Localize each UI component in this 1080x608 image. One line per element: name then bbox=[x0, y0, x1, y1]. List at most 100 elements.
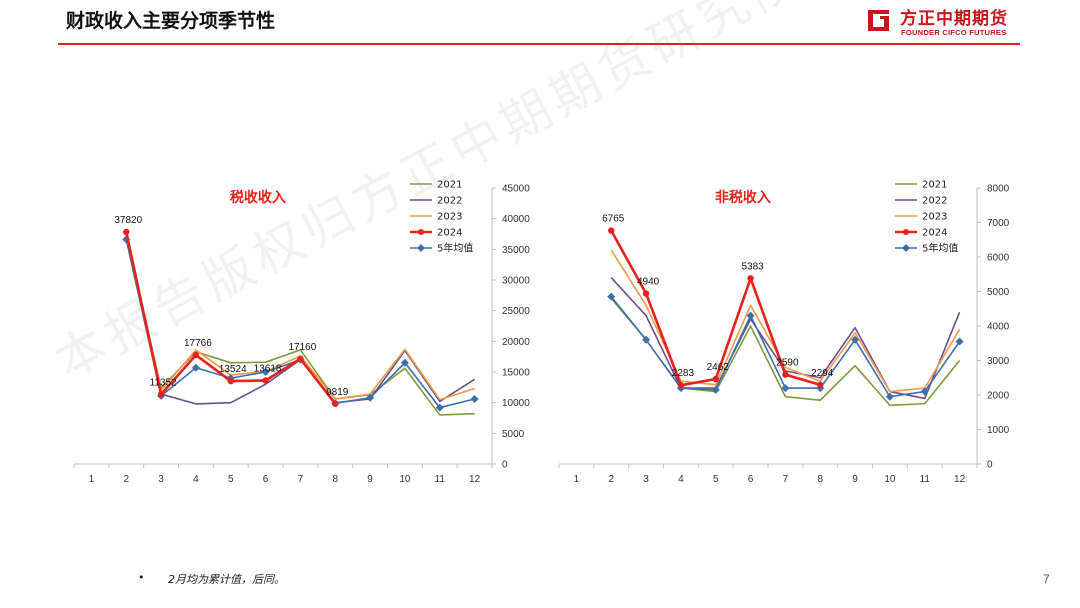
data-label: 2283 bbox=[672, 368, 695, 379]
y-tick-label: 0 bbox=[987, 460, 993, 471]
point-avg5 bbox=[366, 393, 375, 402]
point-2024 bbox=[157, 391, 165, 398]
x-tick-label: 2 bbox=[123, 474, 129, 485]
point-2024 bbox=[817, 381, 824, 389]
data-label: 5383 bbox=[741, 261, 764, 272]
y-tick-label: 10000 bbox=[502, 398, 530, 409]
logo-name: 方正中期期货 bbox=[900, 9, 1008, 29]
footnote-bullet: • bbox=[138, 571, 145, 584]
x-tick-label: 12 bbox=[954, 474, 966, 485]
point-2024 bbox=[192, 351, 200, 359]
point-avg5 bbox=[955, 337, 964, 346]
point-avg5 bbox=[642, 335, 651, 344]
x-tick-label: 11 bbox=[435, 474, 446, 485]
legend-label-avg5: 5年均值 bbox=[922, 242, 958, 255]
point-avg5 bbox=[435, 403, 444, 412]
x-tick-label: 10 bbox=[884, 474, 896, 485]
point-2024 bbox=[782, 371, 789, 378]
x-tick-label: 7 bbox=[298, 474, 304, 485]
legend-label-2021: 2021 bbox=[437, 180, 462, 191]
data-label: 17766 bbox=[184, 338, 212, 349]
chart-title: 非税收入 bbox=[715, 189, 771, 206]
point-2024 bbox=[608, 227, 615, 234]
point-avg5 bbox=[711, 385, 720, 394]
x-tick-label: 4 bbox=[193, 474, 199, 485]
point-avg5 bbox=[191, 363, 200, 372]
point-2024 bbox=[123, 228, 130, 236]
x-tick-label: 9 bbox=[852, 474, 858, 485]
data-label: 11352 bbox=[150, 377, 178, 388]
y-tick-label: 1000 bbox=[987, 425, 1010, 436]
x-tick-label: 5 bbox=[713, 474, 719, 485]
company-logo: 方正中期期货 FOUNDER CIFCO FUTURES bbox=[868, 4, 1028, 40]
x-tick-label: 3 bbox=[643, 474, 649, 485]
series-line-2021 bbox=[125, 235, 475, 416]
y-tick-label: 5000 bbox=[987, 287, 1010, 298]
y-tick-label: 5000 bbox=[502, 429, 525, 440]
y-tick-label: 35000 bbox=[502, 245, 530, 256]
footnote-text: 2月均为累计值，后同。 bbox=[168, 573, 285, 586]
x-tick-label: 8 bbox=[332, 474, 338, 485]
legend-label-2023: 2023 bbox=[437, 212, 462, 223]
x-tick-label: 5 bbox=[228, 474, 234, 485]
point-2024 bbox=[262, 377, 269, 384]
chart-non-tax-revenue: 1 2 3 4 5 6 7 8 9 10 11 120100020003000400050006000… bbox=[558, 180, 1010, 485]
x-tick-label: 4 bbox=[678, 474, 684, 485]
legend-label-2021: 2021 bbox=[922, 180, 947, 191]
y-tick-label: 8000 bbox=[987, 184, 1010, 195]
x-tick-label: 6 bbox=[748, 474, 754, 485]
legend-marker-2024 bbox=[418, 229, 424, 235]
page-title: 财政收入主要分项季节性 bbox=[66, 10, 276, 32]
point-avg5 bbox=[261, 368, 270, 376]
x-tick-label: 7 bbox=[783, 474, 789, 485]
data-label: 9819 bbox=[326, 387, 349, 398]
x-tick-label: 1 bbox=[574, 474, 580, 485]
data-label: 6765 bbox=[602, 214, 625, 225]
y-tick-label: 15000 bbox=[502, 368, 530, 379]
data-label: 17160 bbox=[289, 342, 317, 353]
x-tick-label: 12 bbox=[469, 474, 481, 485]
logo-english-name: FOUNDER CIFCO FUTURES bbox=[901, 28, 1007, 37]
x-tick-label: 6 bbox=[263, 474, 269, 485]
y-tick-label: 40000 bbox=[502, 214, 530, 225]
legend-marker-avg5 bbox=[417, 244, 425, 252]
title-underline bbox=[58, 43, 1020, 45]
point-avg5 bbox=[920, 387, 929, 396]
legend-label-2022: 2022 bbox=[437, 196, 462, 207]
y-tick-label: 0 bbox=[502, 460, 508, 471]
point-2024 bbox=[332, 400, 339, 407]
point-2024 bbox=[712, 375, 719, 383]
point-avg5 bbox=[607, 292, 616, 301]
y-tick-label: 4000 bbox=[987, 322, 1010, 333]
data-label: 4940 bbox=[637, 277, 660, 288]
point-avg5 bbox=[470, 394, 479, 403]
y-tick-label: 25000 bbox=[502, 306, 530, 317]
x-tick-label: 9 bbox=[367, 474, 373, 485]
x-tick-label: 11 bbox=[920, 474, 931, 485]
point-2024 bbox=[227, 377, 234, 385]
data-label: 37820 bbox=[114, 215, 142, 226]
point-avg5 bbox=[885, 392, 894, 401]
legend-label-2024: 2024 bbox=[922, 228, 947, 239]
legend-marker-avg5 bbox=[902, 244, 910, 252]
series-line-avg5 bbox=[610, 296, 961, 398]
series-line-avg5 bbox=[125, 239, 475, 409]
data-label: 2590 bbox=[776, 358, 799, 369]
point-2024 bbox=[747, 275, 754, 282]
point-2024 bbox=[677, 382, 685, 389]
data-label: 2294 bbox=[811, 368, 834, 379]
data-label: 13524 bbox=[219, 364, 247, 375]
y-tick-label: 2000 bbox=[987, 391, 1010, 402]
data-label: 13618 bbox=[254, 363, 282, 374]
y-tick-label: 7000 bbox=[987, 218, 1010, 229]
legend-label-2023: 2023 bbox=[922, 212, 947, 223]
y-tick-label: 45000 bbox=[502, 184, 530, 195]
point-avg5 bbox=[400, 358, 409, 367]
point-avg5 bbox=[746, 311, 755, 320]
x-tick-label: 10 bbox=[399, 474, 411, 485]
page-number: 7 bbox=[1043, 572, 1050, 586]
chart-title: 税收收入 bbox=[230, 189, 286, 206]
x-tick-label: 2 bbox=[608, 474, 614, 485]
y-tick-label: 6000 bbox=[987, 253, 1010, 264]
legend-marker-2024 bbox=[903, 229, 909, 235]
